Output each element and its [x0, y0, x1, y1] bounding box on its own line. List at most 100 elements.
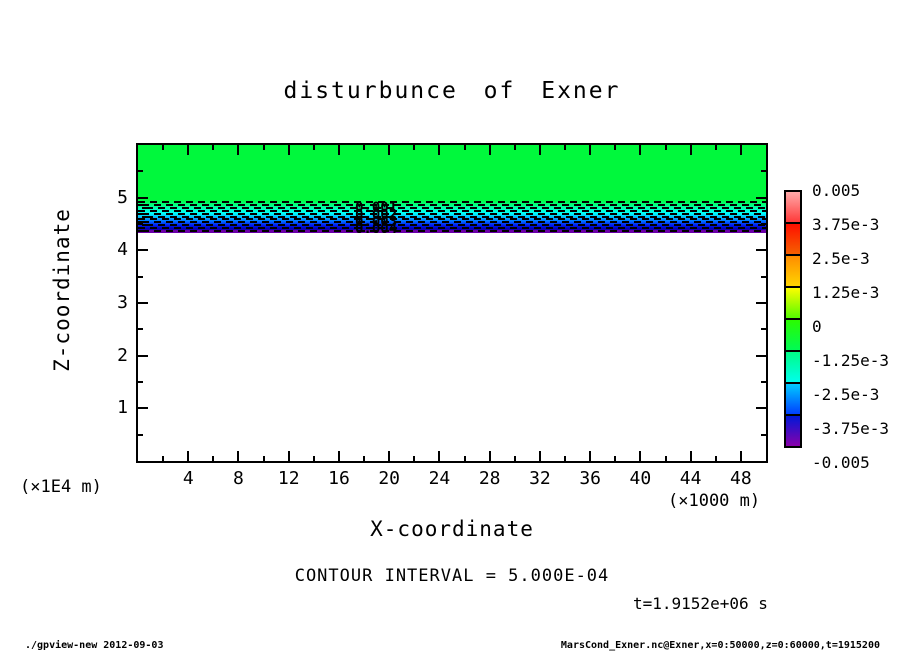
x-axis-unit: (×1000 m) [668, 491, 761, 511]
chart-title: disturbunce of Exner [283, 78, 621, 104]
x-tick [664, 145, 667, 150]
y-tick [138, 275, 143, 278]
y-tick [138, 196, 148, 199]
x-tick-label: 16 [328, 468, 350, 489]
y-tick [756, 249, 766, 252]
contour-line [138, 201, 766, 204]
x-tick-label: 28 [478, 468, 501, 489]
x-tick [513, 145, 516, 150]
x-tick [162, 456, 165, 461]
x-tick [639, 451, 642, 461]
time-annotation: t=1.9152e+06 s [633, 594, 768, 613]
colorbar-segment [784, 382, 802, 416]
x-tick [438, 145, 441, 155]
colorbar-tick-label: 2.5e-3 [812, 249, 870, 268]
y-tick-label: 2 [117, 344, 128, 366]
x-tick-label: 8 [233, 468, 244, 489]
colorbar-segment [784, 190, 802, 224]
contour-line [138, 204, 766, 207]
x-tick-label: 20 [378, 468, 401, 489]
colorbar-tick-label: -3.75e-3 [812, 419, 890, 438]
colorbar-tick-label: -0.005 [812, 453, 870, 472]
zero-value-fill [138, 145, 766, 201]
x-tick-label: 48 [730, 468, 752, 489]
colorbar-segment [784, 350, 802, 384]
colorbar-tick-label: 0 [812, 317, 822, 336]
y-tick [138, 433, 143, 436]
x-tick [212, 456, 215, 461]
x-tick [488, 451, 491, 461]
y-tick [756, 407, 766, 410]
x-tick-label: 4 [182, 468, 194, 489]
x-tick [589, 451, 592, 461]
footer-source-stamp: MarsCond_Exner.nc@Exner,x=0:50000,z=0:60… [560, 640, 880, 651]
y-tick [761, 170, 766, 173]
colorbar-tick-label: -2.5e-3 [812, 385, 880, 404]
contour-line [138, 224, 766, 227]
y-tick [756, 302, 766, 304]
colorbar-segment [784, 414, 802, 448]
colorbar-segment [784, 318, 802, 352]
footer-program-stamp: ./gpview-new 2012-09-03 [25, 640, 164, 651]
x-tick [564, 456, 567, 461]
x-tick-label: 32 [529, 468, 551, 489]
x-tick [639, 145, 642, 155]
x-tick [312, 145, 315, 150]
y-tick [138, 170, 143, 173]
contour-line [138, 215, 766, 218]
x-tick [463, 456, 466, 461]
y-tick [761, 381, 766, 383]
contour-line [138, 227, 766, 230]
y-tick-label: 4 [117, 239, 128, 261]
x-tick [614, 145, 617, 150]
y-tick-label: 3 [117, 292, 128, 313]
colorbar-tick-label: -1.25e-3 [812, 351, 890, 370]
contour-line [138, 207, 766, 210]
contour-value-label: 0.004 [355, 221, 398, 238]
x-tick [413, 145, 416, 150]
x-tick [413, 456, 416, 461]
x-tick [363, 145, 366, 150]
contour-line [138, 229, 766, 232]
colorbar [784, 190, 802, 448]
x-tick-label: 12 [277, 468, 300, 489]
x-tick [689, 451, 692, 461]
x-tick [388, 145, 391, 155]
x-tick [212, 145, 215, 150]
x-tick [664, 456, 667, 461]
colorbar-tick-label: 1.25e-3 [812, 283, 880, 302]
y-tick [138, 328, 143, 331]
x-tick [513, 456, 516, 461]
y-tick-label: 1 [117, 397, 128, 419]
y-tick [761, 223, 766, 225]
y-tick [761, 328, 766, 331]
x-axis-title: X-coordinate [370, 517, 534, 541]
x-tick [337, 451, 340, 461]
y-tick [761, 433, 766, 436]
contour-value-label: 0.001 [355, 200, 398, 217]
y-tick [138, 354, 148, 357]
colorbar-segment [784, 254, 802, 288]
x-tick-label: 36 [579, 468, 601, 489]
contour-value-label: 0.002 [355, 207, 398, 224]
x-tick [564, 145, 567, 150]
contour-line [138, 212, 766, 215]
x-tick [388, 451, 391, 461]
x-tick [337, 145, 340, 155]
colorbar-segment [784, 222, 802, 256]
y-tick [138, 223, 143, 225]
contour-line [138, 221, 766, 224]
x-tick [187, 451, 190, 461]
y-tick [761, 275, 766, 278]
y-tick [138, 249, 148, 252]
x-tick [237, 451, 240, 461]
x-tick [463, 145, 466, 150]
y-tick [138, 381, 143, 383]
x-tick [187, 145, 190, 155]
colorbar-tick-label: 0.005 [812, 181, 861, 200]
x-tick [262, 456, 265, 461]
y-tick [138, 302, 148, 304]
x-tick [714, 456, 717, 461]
x-tick [287, 451, 290, 461]
x-tick [262, 145, 265, 150]
